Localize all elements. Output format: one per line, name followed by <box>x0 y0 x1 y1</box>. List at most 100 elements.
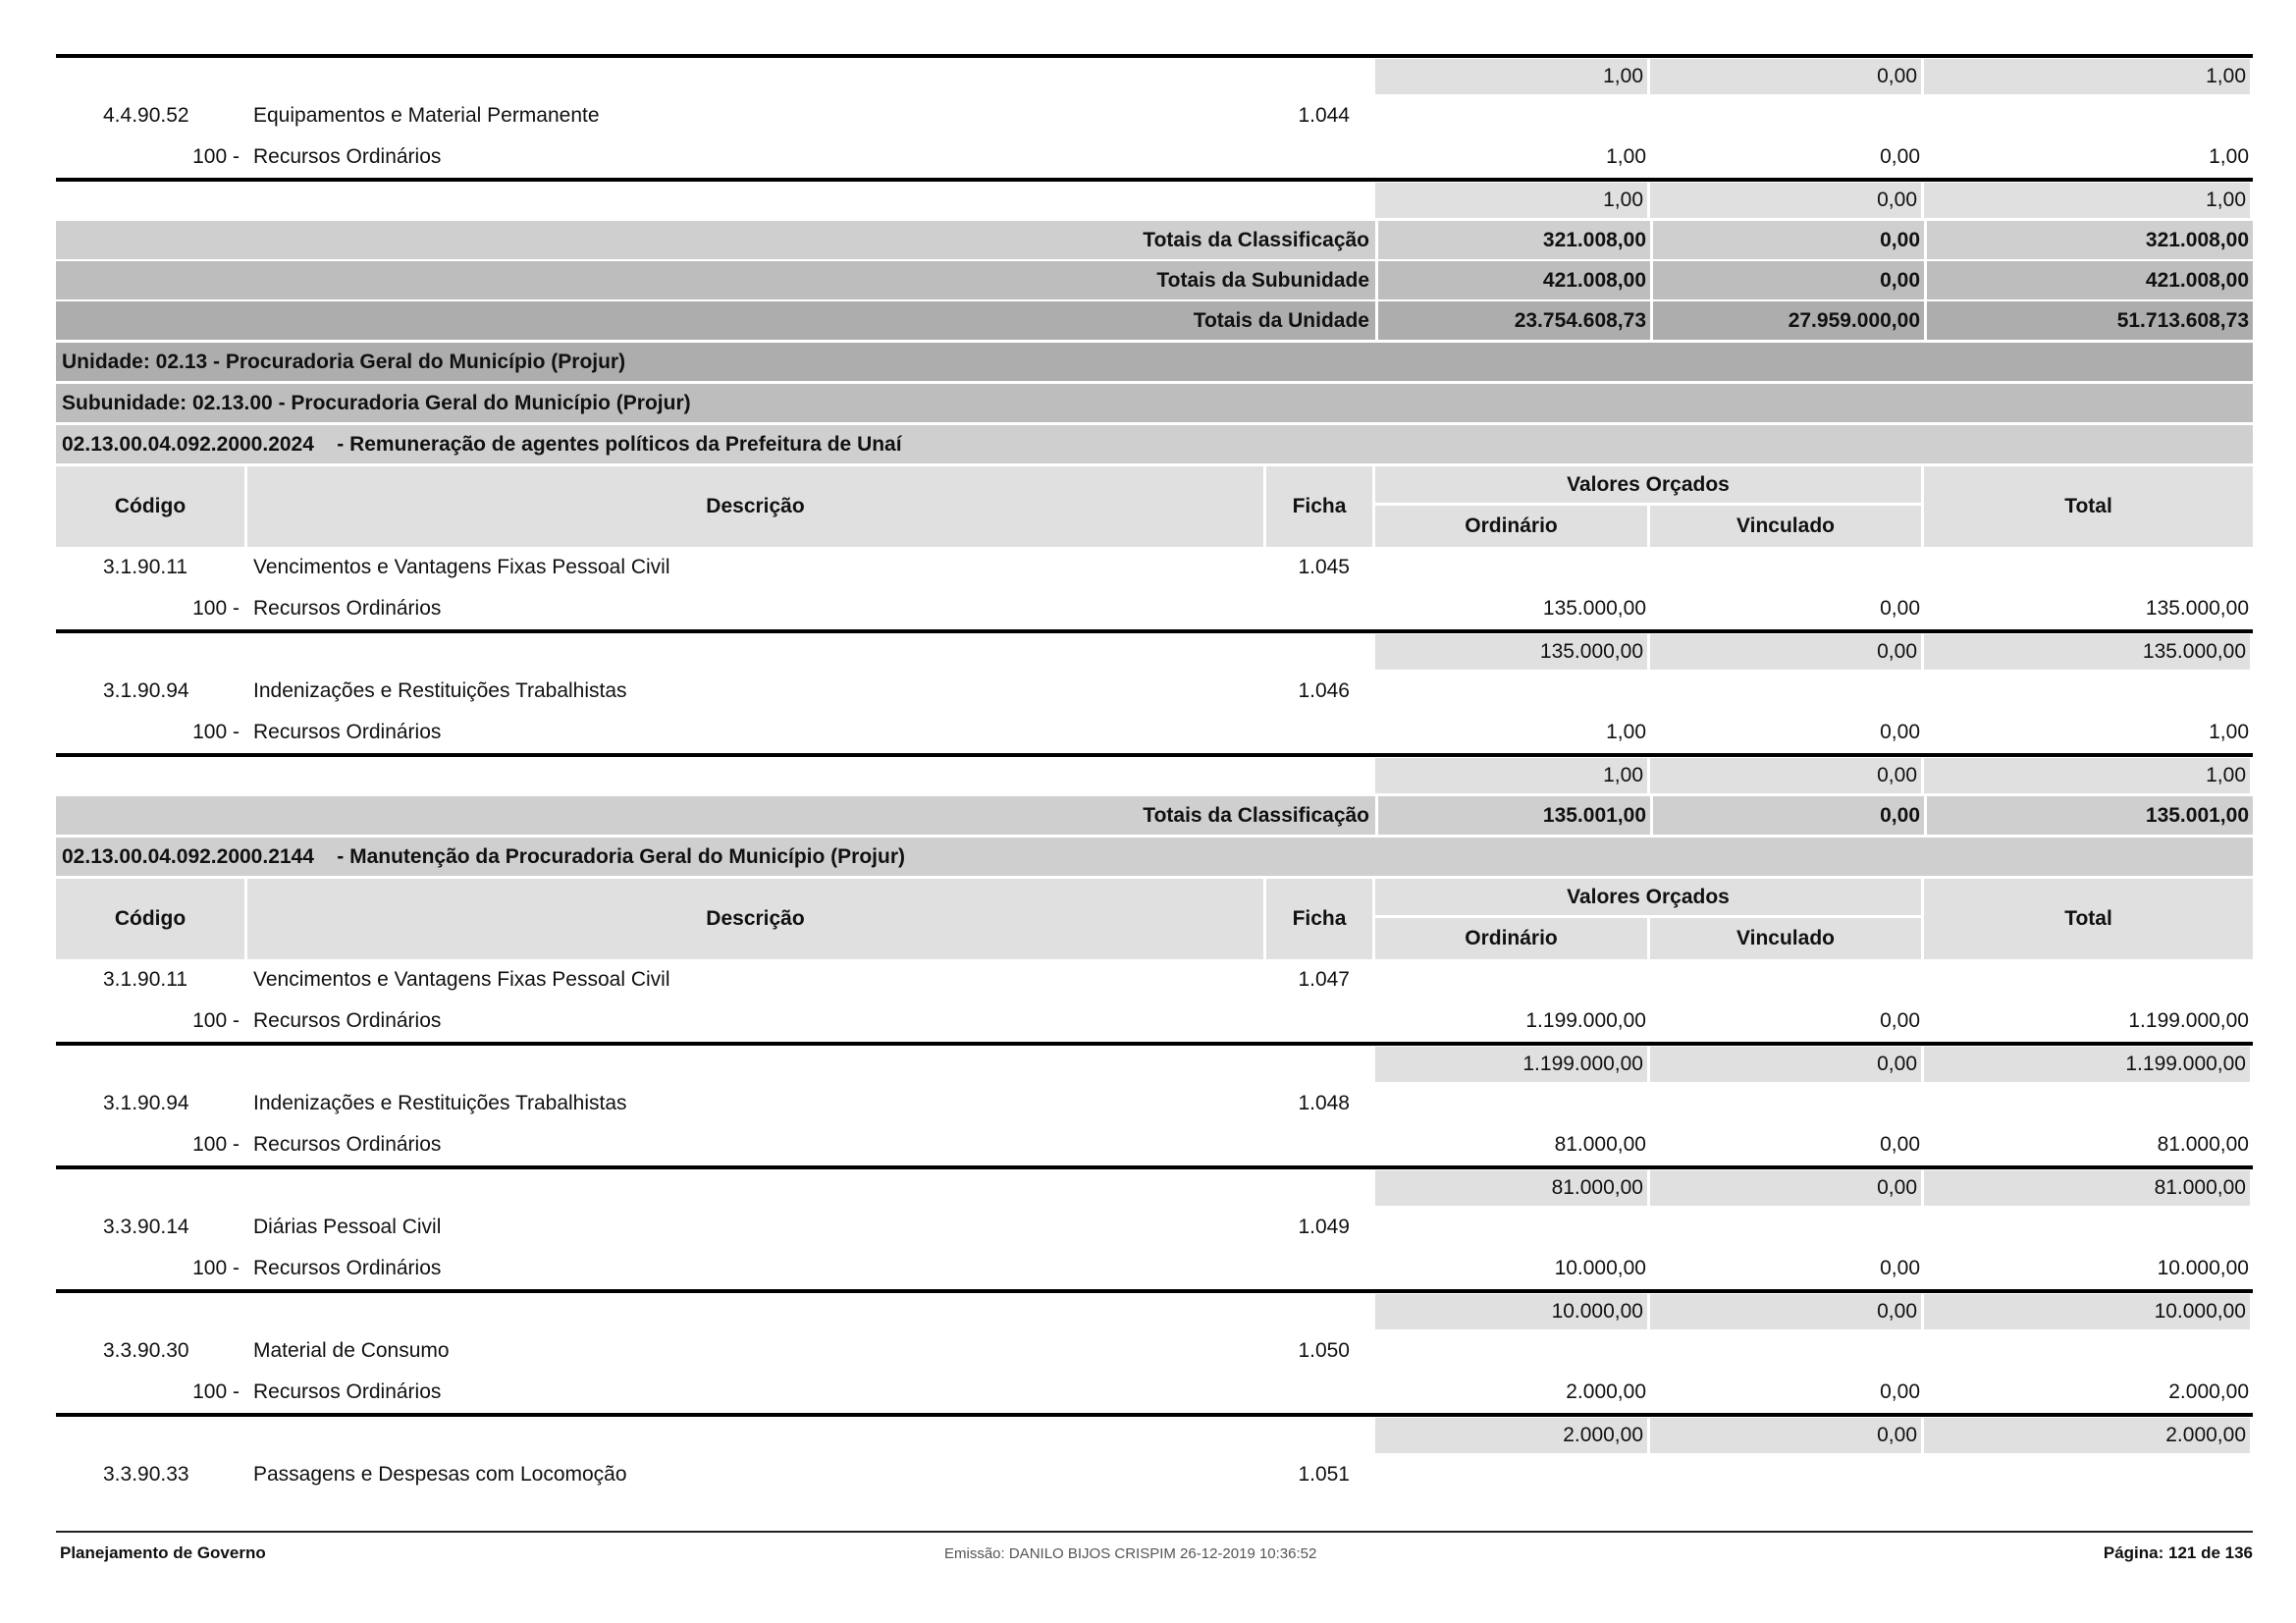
column-valores-orcados: Valores Orçados <box>1375 879 1924 918</box>
source-description: Recursos Ordinários <box>253 145 442 168</box>
subtotal-row: 81.000,00 0,00 81.000,00 <box>56 1169 2253 1207</box>
source-code: 100 - <box>192 721 240 743</box>
source-total: 10.000,00 <box>2157 1257 2249 1279</box>
source-ordinario: 2.000,00 <box>1566 1380 1646 1403</box>
column-descricao: Descrição <box>247 879 1266 959</box>
subtotal-spacer <box>1266 1293 1375 1330</box>
subtotal-spacer <box>56 182 247 219</box>
subtotal-ordinario: 135.000,00 <box>1375 634 1647 670</box>
totals-vinculado: 0,00 <box>1650 261 1924 299</box>
totals-vinculado: 27.959.000,00 <box>1650 301 1924 340</box>
totals-label: Totais da Classificação <box>1143 228 1369 251</box>
totals-total: 135.001,00 <box>1924 796 2253 835</box>
source-row: 100 - Recursos Ordinários 1,00 0,00 1,00 <box>56 712 2253 753</box>
account-ficha: 1.049 <box>1298 1216 1350 1238</box>
subtotal-spacer <box>247 757 1266 794</box>
account-code: 3.1.90.11 <box>103 556 188 578</box>
row-divider <box>56 629 2253 633</box>
subtotal-spacer <box>247 1417 1266 1454</box>
subtotal-total: 81.000,00 <box>1924 1170 2250 1206</box>
section-header: Subunidade: 02.13.00 - Procuradoria Gera… <box>56 384 2253 422</box>
subtotal-spacer <box>247 1169 1266 1207</box>
source-vinculado: 0,00 <box>1880 1257 1920 1279</box>
account-description: Passagens e Despesas com Locomoção <box>253 1463 627 1486</box>
row-divider <box>56 54 2253 58</box>
account-ficha: 1.045 <box>1298 556 1350 578</box>
account-row: 3.3.90.30 Material de Consumo 1.050 <box>56 1330 2253 1372</box>
subtotal-vinculado: 0,00 <box>1650 59 1921 94</box>
source-total: 2.000,00 <box>2168 1380 2249 1403</box>
account-row: 4.4.90.52 Equipamentos e Material Permane… <box>56 95 2253 136</box>
source-row: 100 - Recursos Ordinários 1,00 0,00 1,00 <box>56 136 2253 178</box>
account-ficha: 1.051 <box>1298 1463 1350 1486</box>
column-ordinario: Ordinário <box>1375 918 1650 959</box>
totals-ordinario: 135.001,00 <box>1375 796 1650 835</box>
subtotal-spacer <box>247 182 1266 219</box>
subtotal-spacer <box>247 1046 1266 1083</box>
row-divider <box>56 1413 2253 1417</box>
subtotal-ordinario: 10.000,00 <box>1375 1294 1647 1329</box>
row-divider <box>56 178 2253 182</box>
subtotal-spacer <box>247 58 1266 95</box>
subtotal-row: 1,00 0,00 1,00 <box>56 757 2253 794</box>
subtotal-spacer <box>247 633 1266 671</box>
source-ordinario: 10.000,00 <box>1554 1257 1646 1279</box>
row-divider <box>56 753 2253 757</box>
column-descricao: Descrição <box>247 466 1266 547</box>
source-row: 100 - Recursos Ordinários 1.199.000,00 0,00… <box>56 1001 2253 1042</box>
source-spacer <box>1266 1124 1375 1165</box>
source-row: 100 - Recursos Ordinários 2.000,00 0,00 2.00… <box>56 1372 2253 1413</box>
account-row: 3.1.90.11 Vencimentos e Vantagens Fixas P… <box>56 547 2253 588</box>
column-total: Total <box>1924 466 2253 547</box>
source-spacer <box>1266 1248 1375 1289</box>
totals-row: Totais da Subunidade 421.008,00 0,00 421.00… <box>56 261 2253 299</box>
source-code: 100 - <box>192 1133 240 1156</box>
source-description: Recursos Ordinários <box>253 597 442 620</box>
subtotal-vinculado: 0,00 <box>1650 1294 1921 1329</box>
section-header: 02.13.00.04.092.2000.2144 - Manutenção d… <box>56 838 2253 876</box>
subtotal-vinculado: 0,00 <box>1650 183 1921 218</box>
subtotal-ordinario: 1,00 <box>1375 758 1647 793</box>
subtotal-spacer <box>56 1169 247 1207</box>
subtotal-spacer <box>56 1293 247 1330</box>
source-ordinario: 1.199.000,00 <box>1525 1009 1646 1032</box>
subtotal-total: 2.000,00 <box>1924 1418 2250 1453</box>
source-code: 100 - <box>192 1380 240 1403</box>
source-spacer <box>1266 588 1375 629</box>
subtotal-row: 1,00 0,00 1,00 <box>56 58 2253 95</box>
row-divider <box>56 1289 2253 1293</box>
account-ficha: 1.046 <box>1298 679 1350 702</box>
subtotal-ordinario: 1,00 <box>1375 59 1647 94</box>
account-code: 4.4.90.52 <box>103 104 189 127</box>
column-codigo: Código <box>56 466 247 547</box>
totals-ordinario: 421.008,00 <box>1375 261 1650 299</box>
account-row: 3.1.90.94 Indenizações e Restituições Tra… <box>56 671 2253 712</box>
account-ficha: 1.050 <box>1298 1339 1350 1362</box>
totals-row: Totais da Classificação 135.001,00 0,00 135… <box>56 796 2253 835</box>
budget-report-table: 1,00 0,00 1,00 4.4.90.52 Equipamentos e Mate… <box>56 54 2253 1495</box>
subtotal-spacer <box>1266 633 1375 671</box>
column-codigo: Código <box>56 879 247 959</box>
account-description: Vencimentos e Vantagens Fixas Pessoal Ci… <box>253 968 670 991</box>
subtotal-ordinario: 2.000,00 <box>1375 1418 1647 1453</box>
totals-row: Totais da Classificação 321.008,00 0,00 321… <box>56 221 2253 259</box>
source-description: Recursos Ordinários <box>253 1257 442 1279</box>
account-code: 3.3.90.33 <box>103 1463 189 1486</box>
account-code: 3.1.90.94 <box>103 1092 189 1114</box>
source-code: 100 - <box>192 145 240 168</box>
column-header: Código Descrição Ficha Valores Orçados Ordin… <box>56 466 2253 547</box>
subtotal-row: 2.000,00 0,00 2.000,00 <box>56 1417 2253 1454</box>
subtotal-row: 1,00 0,00 1,00 <box>56 182 2253 219</box>
subtotal-total: 1,00 <box>1924 183 2250 218</box>
account-description: Indenizações e Restituições Trabalhistas <box>253 679 627 702</box>
column-vinculado: Vinculado <box>1650 506 1924 547</box>
source-description: Recursos Ordinários <box>253 721 442 743</box>
account-row: 3.1.90.11 Vencimentos e Vantagens Fixas P… <box>56 959 2253 1001</box>
source-description: Recursos Ordinários <box>253 1380 442 1403</box>
footer-divider <box>56 1531 2253 1533</box>
subtotal-vinculado: 0,00 <box>1650 758 1921 793</box>
source-ordinario: 135.000,00 <box>1542 597 1646 620</box>
account-code: 3.1.90.94 <box>103 679 189 702</box>
subtotal-total: 10.000,00 <box>1924 1294 2250 1329</box>
subtotal-spacer <box>1266 182 1375 219</box>
